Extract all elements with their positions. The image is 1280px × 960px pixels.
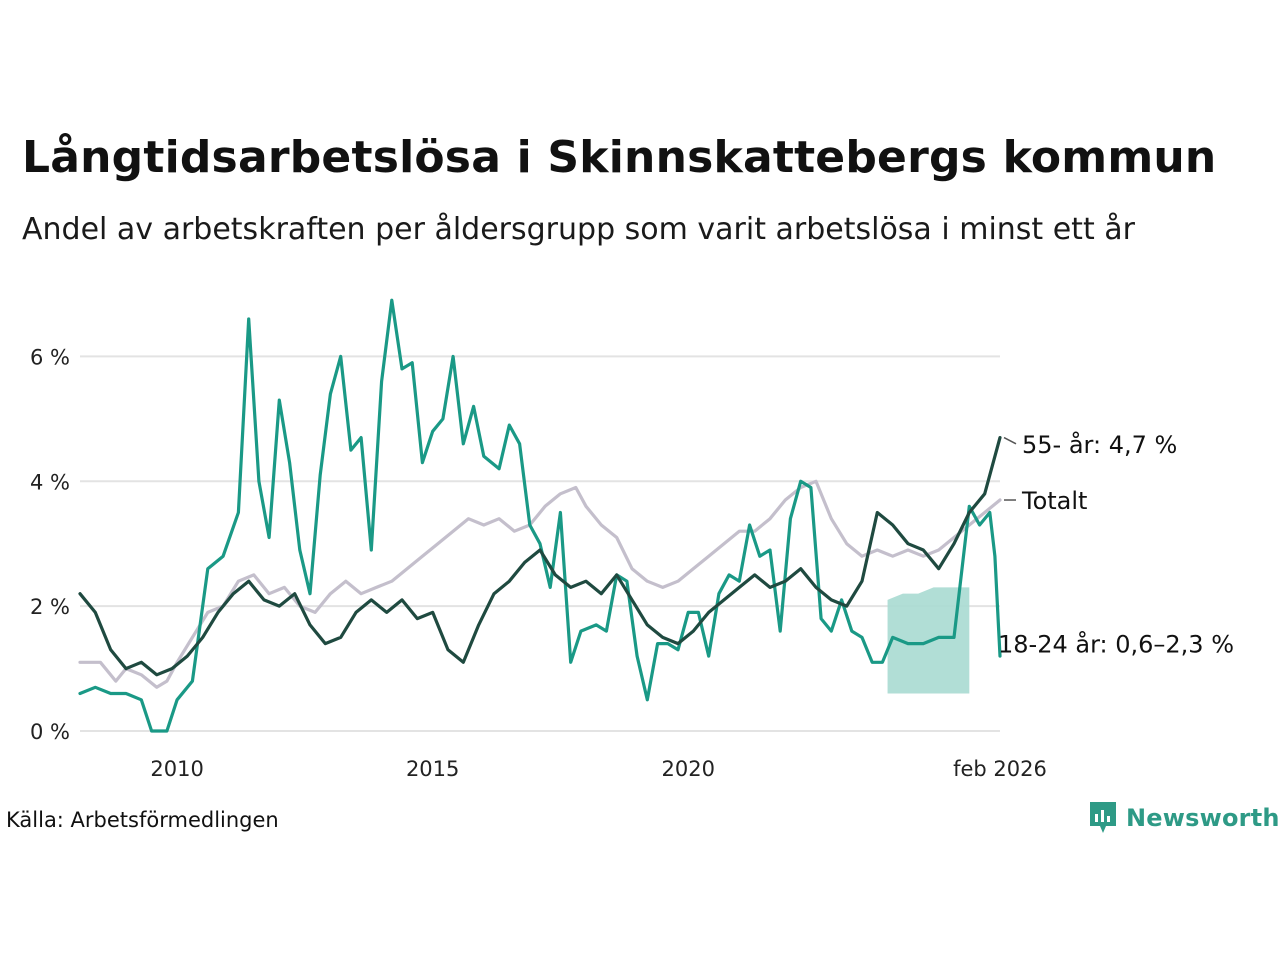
chart-title: Långtidsarbetslösa i Skinnskattebergs ko… (22, 132, 1217, 183)
grid-layer: 0 % 2 % 4 % 6 % 2010 2015 2020 feb 2026 (30, 345, 1047, 781)
series-end-label-age55: 55- år: 4,7 % (1022, 430, 1177, 459)
series-line-total (78, 479, 1002, 689)
x-tick-label: 2010 (150, 757, 203, 781)
series-line-age55 (78, 436, 1002, 677)
chart-subtitle: Andel av arbetskraften per åldersgrupp s… (22, 212, 1135, 247)
label-leader (1003, 436, 1017, 445)
y-tick-label: 6 % (30, 345, 70, 369)
source-note: Källa: Arbetsförmedlingen (6, 808, 279, 832)
y-tick-label: 0 % (30, 720, 70, 744)
brand-name: Newsworthy (1126, 804, 1280, 832)
x-tick-label: feb 2026 (953, 757, 1047, 781)
newsworthy-logo-icon (1090, 802, 1116, 833)
series-end-label-age18_24: 18-24 år: 0,6–2,3 % (998, 630, 1234, 659)
series-layer (78, 298, 1002, 733)
series-end-label-total: Totalt (1021, 487, 1087, 515)
x-tick-label: 2015 (406, 757, 459, 781)
x-tick-label: 2020 (661, 757, 714, 781)
label-layer: Totalt 55- år: 4,7 % 18-24 år: 0,6–2,3 % (998, 430, 1234, 659)
brand-logo: Newsworthy (1088, 800, 1280, 836)
y-tick-label: 2 % (30, 595, 70, 619)
y-tick-label: 4 % (30, 470, 70, 494)
series-line-age18_24 (78, 298, 1002, 733)
